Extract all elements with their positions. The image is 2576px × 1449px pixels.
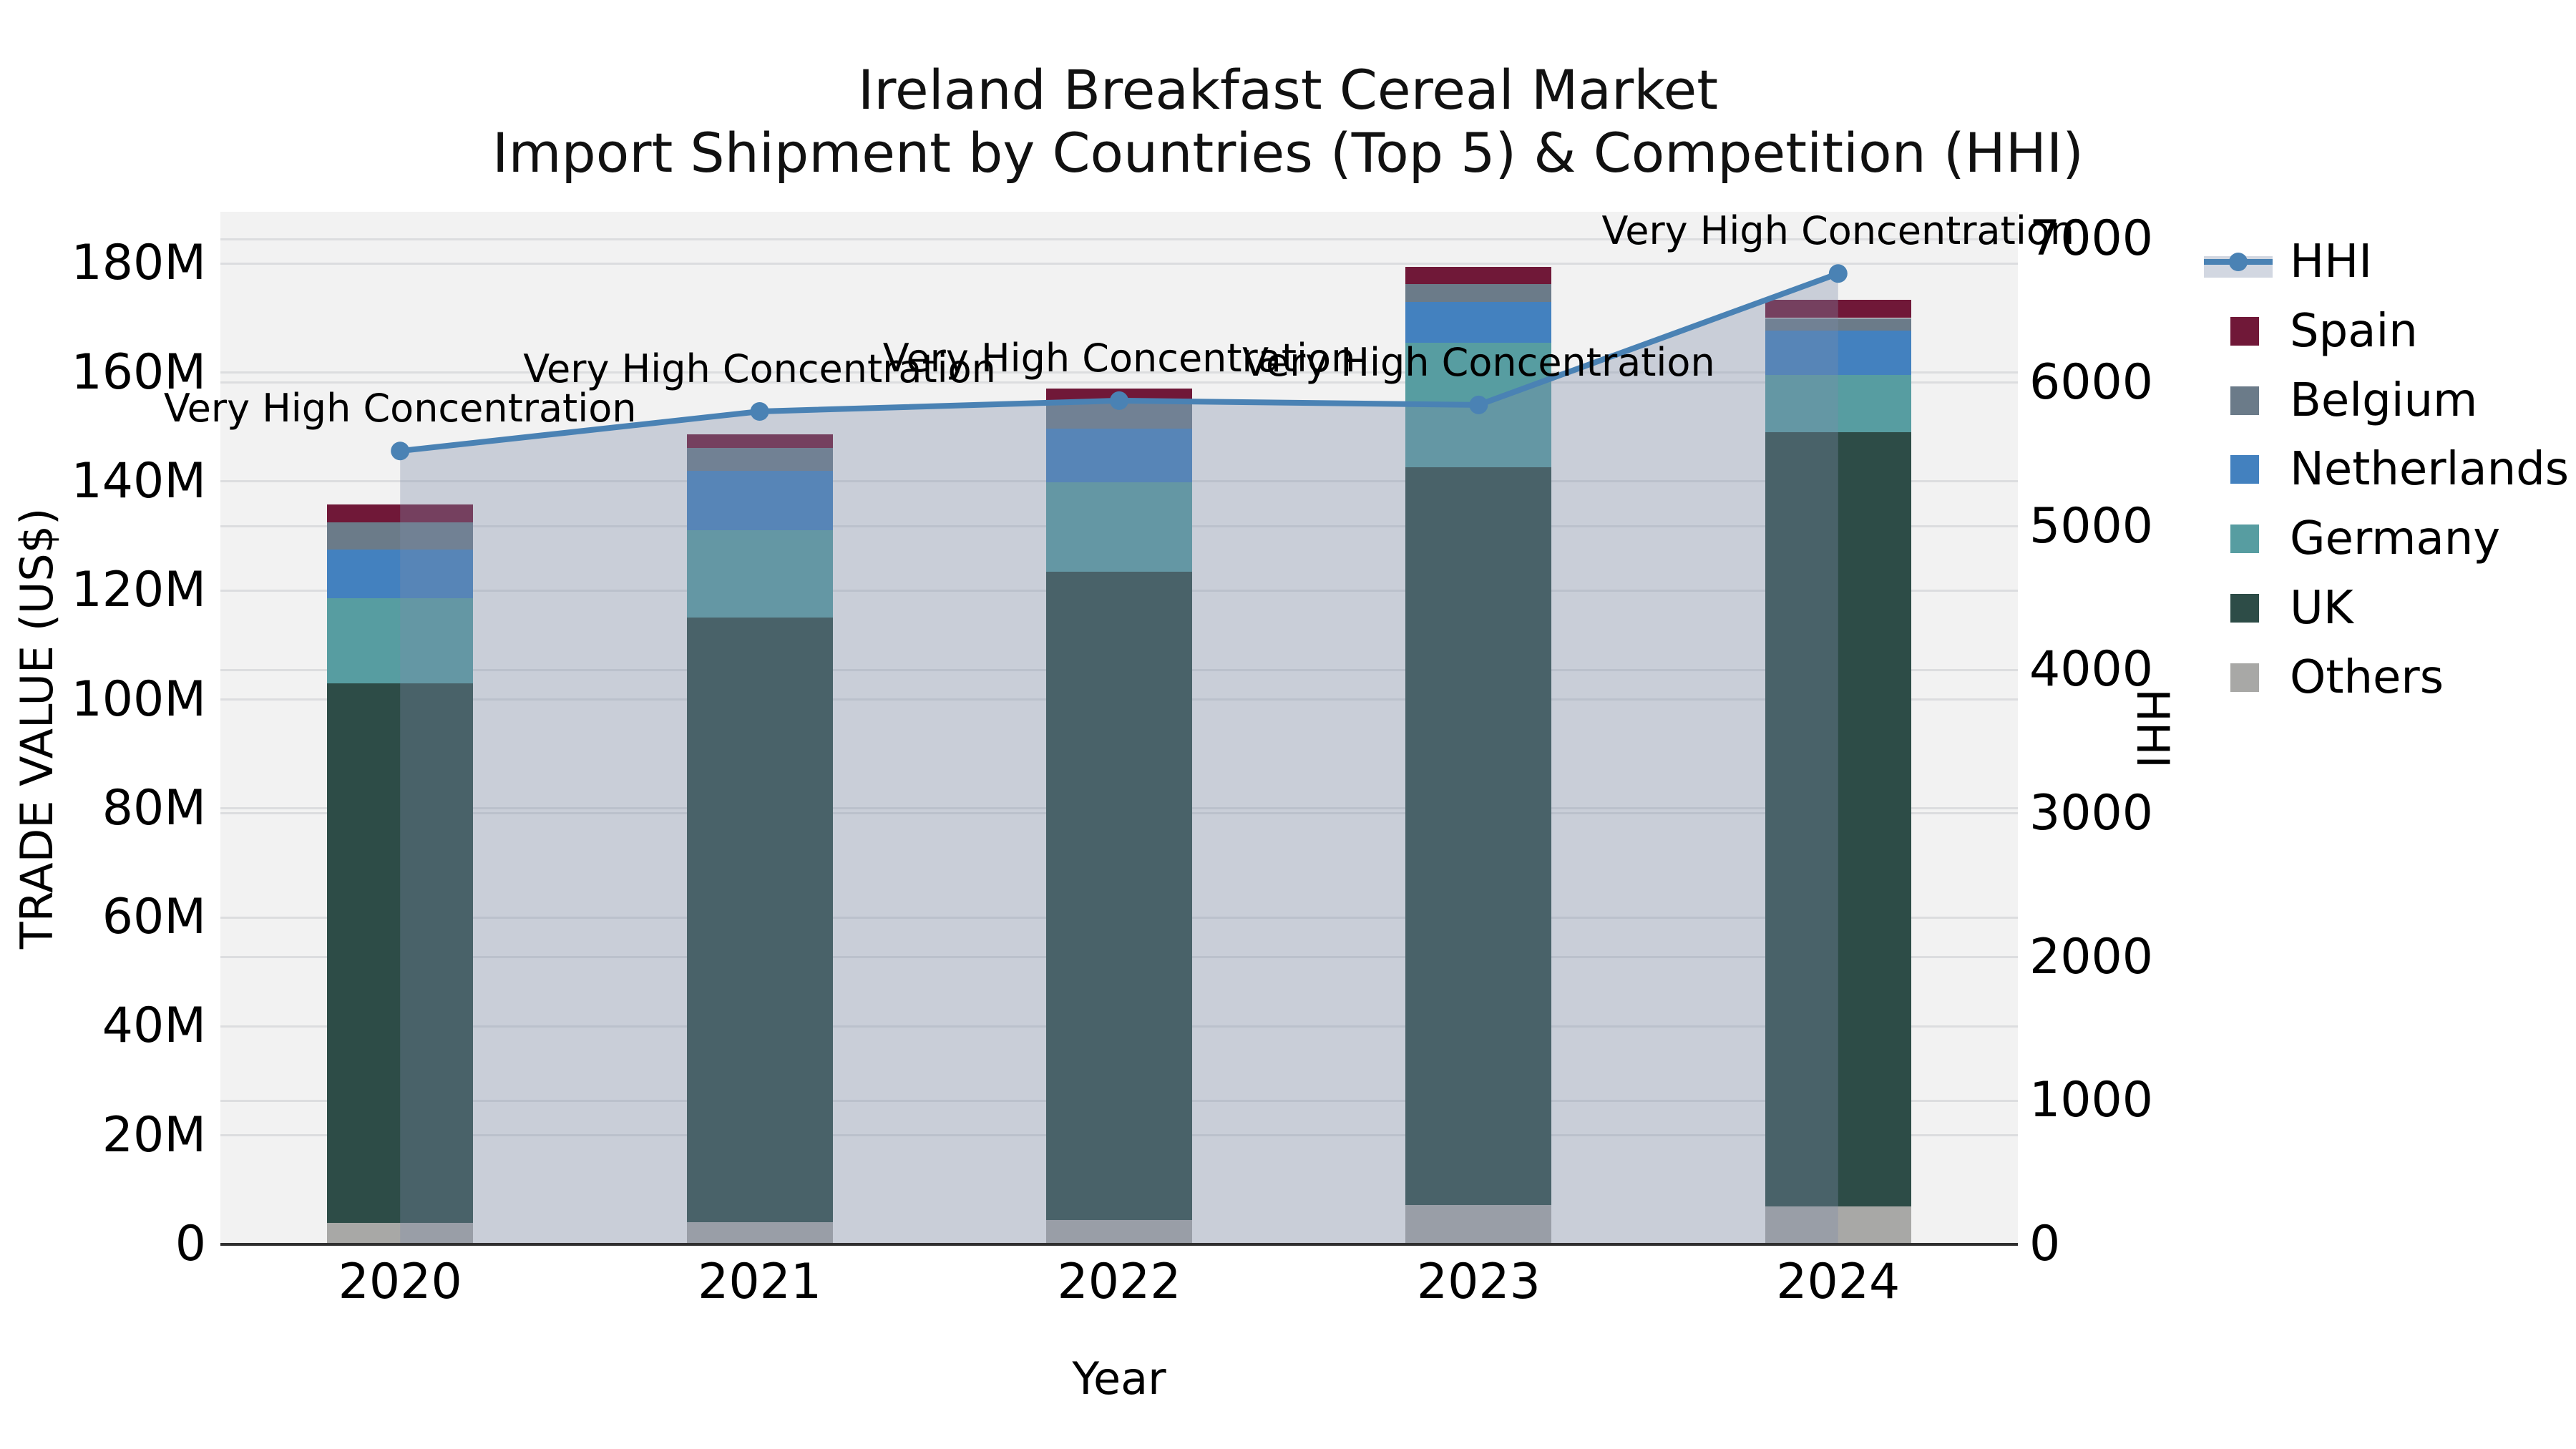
y-right-tick-6000: 6000 [2029,353,2154,411]
bar-2020-spain [327,504,474,522]
legend-label-netherlands: Netherlands [2290,443,2570,497]
bar-2020-netherlands [327,550,474,598]
y-left-tick-40M: 40M [102,997,206,1055]
gridline-left-160 [220,371,2018,374]
y-right-tick-1000: 1000 [2029,1072,2154,1129]
gridline-left-180 [220,262,2018,265]
legend-label-hhi: HHI [2290,235,2373,288]
y-left-tick-20M: 20M [102,1106,206,1163]
x-tick-2022: 2022 [1057,1254,1181,1310]
chart-title-line1: Ireland Breakfast Cereal Market [857,58,1719,122]
hhi-marker-2022 [1110,391,1128,410]
hhi-legend-marker [2229,253,2248,271]
legend-swatch-spain [2230,316,2259,346]
legend-swatch-uk [2230,594,2259,623]
x-tick-2024: 2024 [1776,1254,1901,1310]
bar-2024-spain [1765,300,1911,318]
legend-swatch-germany [2230,525,2259,554]
y-left-tick-140M: 140M [71,452,206,509]
y-left-tick-120M: 120M [71,562,206,619]
y-right-tick-5000: 5000 [2029,497,2154,555]
legend-label-uk: UK [2290,582,2353,635]
bar-2021-others [686,1221,833,1244]
legend-swatch-belgium [2230,386,2259,415]
bar-2024-germany [1765,375,1911,432]
bar-2023-belgium [1405,284,1552,302]
bar-2022-germany [1046,482,1192,572]
annotation-2023: Very High Concentration [1242,339,1715,385]
bar-2022-netherlands [1046,429,1192,482]
bar-2021-netherlands [686,470,833,530]
legend-label-others: Others [2290,650,2444,704]
bar-2022-uk [1046,572,1192,1220]
y-left-tick-100M: 100M [71,670,206,728]
hhi-marker-2021 [750,402,769,421]
legend-label-spain: Spain [2290,304,2418,358]
x-tick-2021: 2021 [698,1254,822,1310]
gridline-right-7000 [220,238,2018,240]
bar-2021-germany [686,530,833,618]
y-left-tick-180M: 180M [71,235,206,292]
bar-2023-uk [1405,467,1552,1206]
y-right-tick-4000: 4000 [2029,641,2154,698]
legend-swatch-others [2230,663,2259,692]
bar-2023-spain [1405,266,1552,285]
bar-2021-spain [686,434,833,448]
annotation-2020: Very High Concentration [163,386,637,431]
bar-2023-netherlands [1405,301,1552,343]
bar-2024-uk [1765,431,1911,1206]
hhi-marker-2024 [1828,264,1848,283]
legend-label-germany: Germany [2290,512,2501,566]
x-axis-line [220,1243,2018,1246]
hhi-marker-2023 [1469,395,1488,414]
legend-label-belgium: Belgium [2290,374,2478,427]
chart-title-line2: Import Shipment by Countries (Top 5) & C… [492,121,2084,185]
x-tick-2023: 2023 [1416,1254,1541,1310]
bar-2024-netherlands [1765,331,1911,376]
bar-2020-others [327,1222,474,1244]
y-left-axis-title: TRADE VALUE (US$) [11,507,63,950]
y-right-tick-0: 0 [2029,1216,2061,1272]
x-axis-title: Year [1072,1352,1166,1405]
y-right-tick-2000: 2000 [2029,928,2154,985]
bar-2020-belgium [327,522,474,550]
annotation-2024: Very High Concentration [1601,208,2075,254]
bar-2021-belgium [686,447,833,471]
plot-area: Very High Concentration Very High Concent… [164,209,2074,1244]
y-left-tick-60M: 60M [102,889,206,946]
gridline-right-6000 [220,381,2018,384]
legend-swatch-netherlands [2230,455,2259,484]
y-left-tick-0: 0 [175,1216,206,1272]
y-right-tick-7000: 7000 [2029,210,2154,268]
y-left-tick-160M: 160M [71,343,206,401]
annotation-2021: Very High Concentration [523,346,996,391]
bar-2020-germany [327,597,474,683]
hhi-marker-2020 [391,441,410,461]
bar-2022-others [1046,1219,1192,1244]
x-tick-2020: 2020 [338,1254,462,1310]
annotation-2022: Very High Concentration [882,335,1356,381]
hhi-area-fill [400,273,1838,1244]
bar-2024-belgium [1765,318,1911,331]
bar-2021-uk [686,618,833,1222]
y-right-tick-3000: 3000 [2029,784,2154,841]
hhi-line-overlay [391,264,1848,1244]
bar-2023-others [1405,1205,1552,1244]
bar-2020-uk [327,683,474,1223]
y-right-axis-title: HHI [2127,688,2179,769]
bar-2024-others [1765,1206,1911,1244]
y-left-tick-80M: 80M [102,779,206,836]
